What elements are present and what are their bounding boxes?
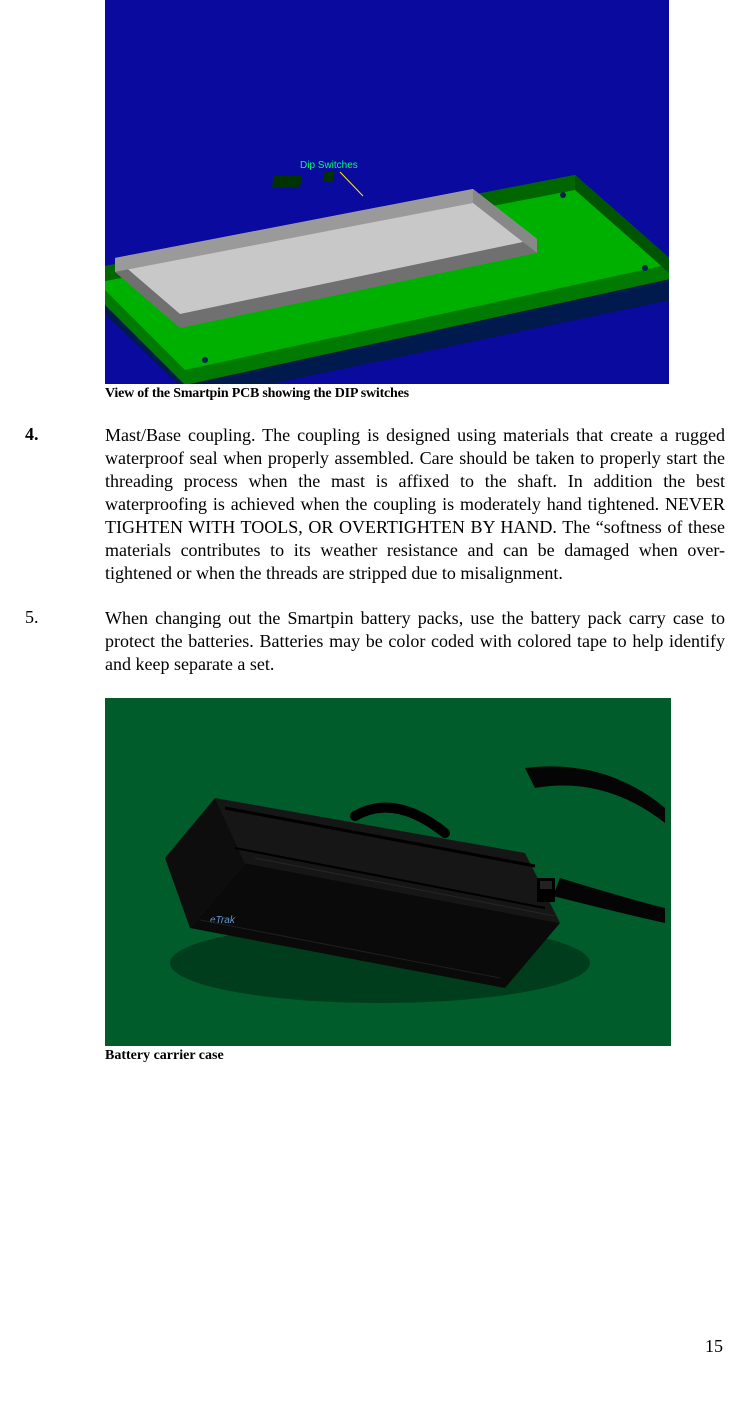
list-number-5: 5.: [25, 607, 105, 676]
list-item: 5. When changing out the Smartpin batter…: [25, 607, 726, 676]
instruction-list: 4. Mast/Base coupling. The coupling is d…: [25, 424, 726, 676]
pcb-figure: Dip Switches: [105, 0, 669, 384]
figure1-caption: View of the Smartpin PCB showing the DIP…: [105, 386, 726, 402]
list-text-4: Mast/Base coupling. The coupling is desi…: [105, 424, 725, 585]
battery-case-figure: eTrak: [105, 698, 671, 1046]
figure2-caption: Battery carrier case: [105, 1048, 726, 1064]
list-item: 4. Mast/Base coupling. The coupling is d…: [25, 424, 726, 585]
list-number-4: 4.: [25, 424, 105, 585]
page-number: 15: [705, 1336, 723, 1357]
list-text-5: When changing out the Smartpin battery p…: [105, 607, 725, 676]
dip-switches-label-text: Dip Switches: [300, 160, 358, 171]
